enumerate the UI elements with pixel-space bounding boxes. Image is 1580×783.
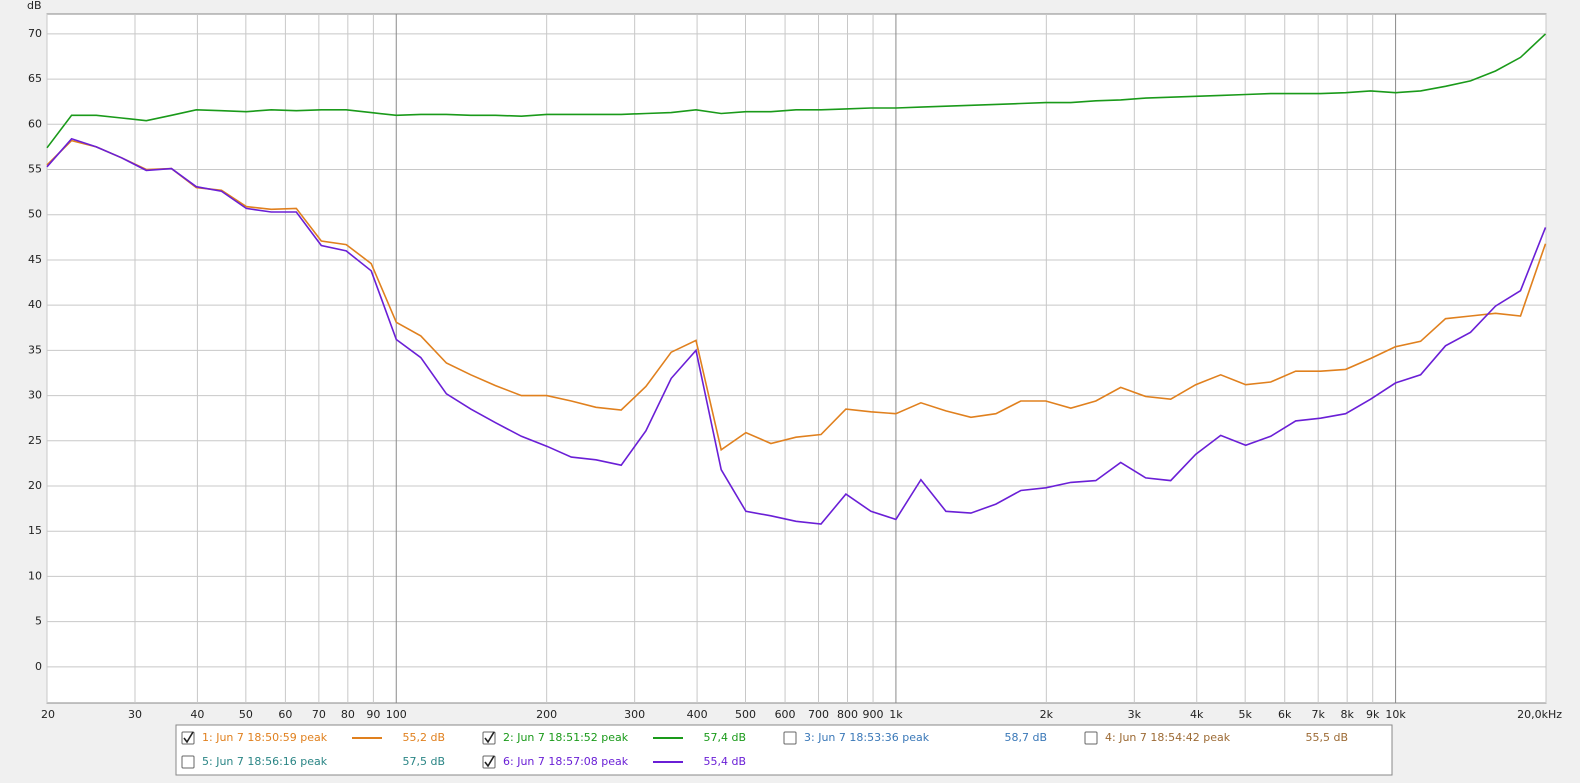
legend-checkbox[interactable] [783, 731, 797, 745]
legend-level: 58,7 dB [1004, 731, 1047, 744]
y-tick-label: 35 [28, 343, 42, 356]
x-tick-label: 400 [687, 708, 708, 721]
y-tick-label: 45 [28, 253, 42, 266]
y-tick-label: 30 [28, 389, 42, 402]
x-tick-label: 70 [312, 708, 326, 721]
plot-area [46, 13, 1547, 704]
y-tick-label: 15 [28, 524, 42, 537]
y-tick-label: 65 [28, 72, 42, 85]
legend-level: 57,5 dB [402, 755, 445, 768]
x-tick-label: 90 [366, 708, 380, 721]
y-tick-label: 5 [35, 615, 42, 628]
y-tick-label: 20 [28, 479, 42, 492]
checkmark [484, 755, 495, 768]
x-tick-label: 300 [624, 708, 645, 721]
x-tick-label: 9k [1366, 708, 1380, 721]
series-line [46, 139, 1547, 452]
y-tick-label: 55 [28, 163, 42, 176]
y-tick-label: 60 [28, 117, 42, 130]
x-tick-label: 40 [190, 708, 204, 721]
y-tick-label: 50 [28, 208, 42, 221]
y-tick-label: 0 [35, 660, 42, 673]
checkmark [183, 731, 194, 744]
legend-label: 6: Jun 7 18:57:08 peak [503, 755, 629, 768]
x-tick-label: 2k [1040, 708, 1054, 721]
series-line [46, 33, 1547, 149]
legend-label: 3: Jun 7 18:53:36 peak [804, 731, 930, 744]
x-tick-label: 4k [1190, 708, 1204, 721]
y-tick-label: 10 [28, 569, 42, 582]
legend-checkbox[interactable] [181, 755, 195, 769]
x-tick-label: 1k [889, 708, 903, 721]
legend-label: 1: Jun 7 18:50:59 peak [202, 731, 328, 744]
legend-label: 4: Jun 7 18:54:42 peak [1105, 731, 1231, 744]
x-tick-label: 900 [863, 708, 884, 721]
x-tick-label: 500 [735, 708, 756, 721]
x-tick-label: 800 [837, 708, 858, 721]
legend-level: 55,5 dB [1305, 731, 1348, 744]
y-tick-label: 70 [28, 27, 42, 40]
x-tick-label: 700 [808, 708, 829, 721]
legend-label: 5: Jun 7 18:56:16 peak [202, 755, 328, 768]
x-tick-label: 3k [1128, 708, 1142, 721]
y-axis-label: dB [27, 0, 42, 12]
y-tick-label: 25 [28, 434, 42, 447]
legend-label: 2: Jun 7 18:51:52 peak [503, 731, 629, 744]
x-tick-label: 5k [1238, 708, 1252, 721]
x-tick-label: 20,0kHz [1517, 708, 1562, 721]
x-tick-label: 10k [1385, 708, 1406, 721]
x-tick-label: 50 [239, 708, 253, 721]
y-tick-label: 40 [28, 298, 42, 311]
checkmark [484, 731, 495, 744]
x-tick-label: 8k [1340, 708, 1354, 721]
x-tick-label: 7k [1311, 708, 1325, 721]
series-line [46, 137, 1547, 525]
x-tick-label: 6k [1278, 708, 1292, 721]
legend-level: 57,4 dB [703, 731, 746, 744]
x-tick-label: 30 [128, 708, 142, 721]
x-tick-label: 80 [341, 708, 355, 721]
legend-level: 55,4 dB [703, 755, 746, 768]
x-tick-label: 200 [536, 708, 557, 721]
legend-level: 55,2 dB [402, 731, 445, 744]
x-tick-label: 600 [775, 708, 796, 721]
x-tick-label: 100 [386, 708, 407, 721]
legend-checkbox[interactable] [1084, 731, 1098, 745]
x-tick-label: 20 [41, 708, 55, 721]
x-tick-label: 60 [278, 708, 292, 721]
